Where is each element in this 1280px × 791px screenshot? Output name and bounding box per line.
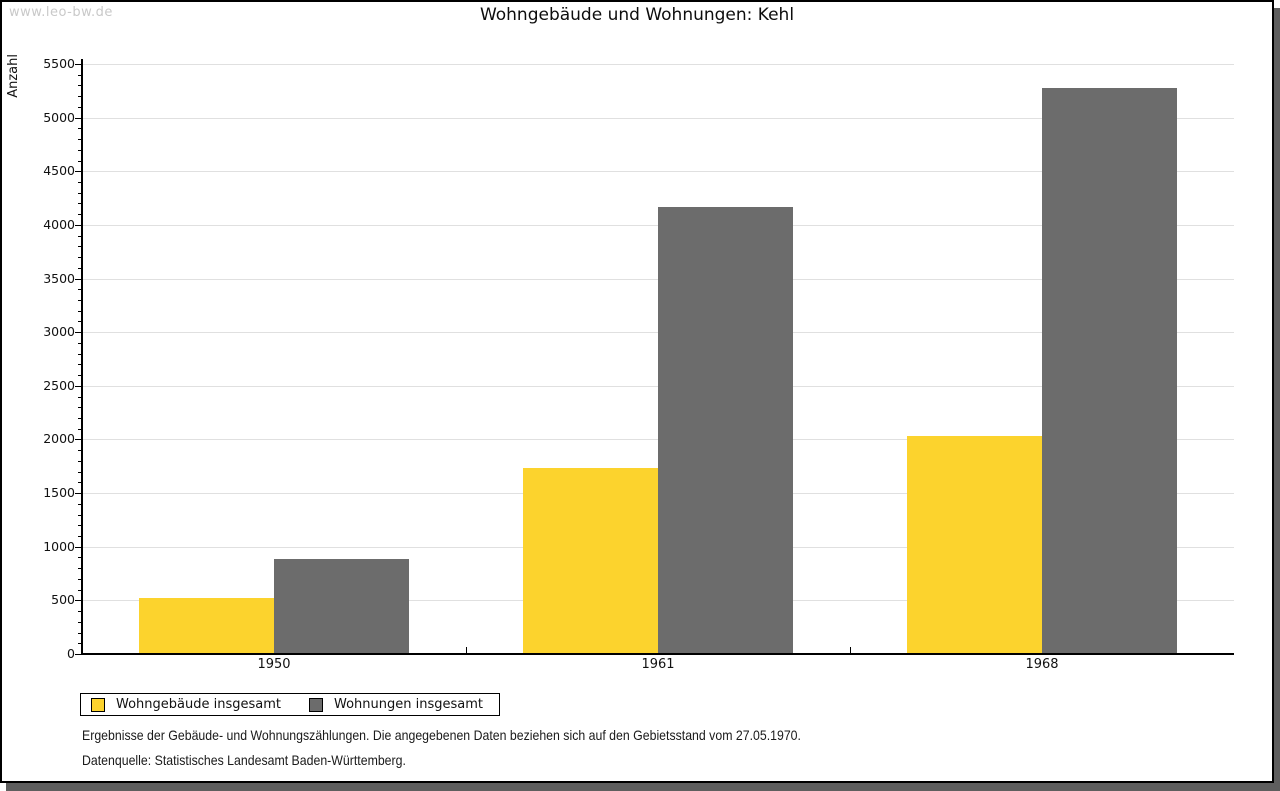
y-tick-label-1000: 1000	[43, 538, 75, 554]
y-minor-tick-5100	[78, 106, 82, 108]
legend-swatch-wohngebaeude	[91, 697, 105, 712]
gridline-4500	[82, 171, 1234, 173]
bar-wohnungen-insgesamt-1968	[1042, 87, 1177, 653]
y-tick-label-4000: 4000	[43, 216, 75, 232]
gridline-5500	[82, 64, 1234, 65]
y-minor-tick-4400	[78, 182, 82, 183]
y-minor-tick-5400	[78, 74, 82, 76]
y-minor-tick-3100	[78, 321, 82, 323]
y-minor-tick-2600	[78, 375, 82, 377]
y-major-tick-2500	[75, 385, 82, 387]
legend-label-wohnungen: Wohnungen insgesamt	[334, 697, 483, 712]
y-major-tick-1000	[75, 546, 82, 548]
y-minor-tick-600	[78, 589, 82, 591]
bar-wohnungen-insgesamt-1950	[274, 558, 409, 653]
y-minor-tick-900	[78, 557, 82, 559]
y-minor-tick-5300	[78, 85, 82, 87]
y-axis-line	[81, 59, 83, 655]
y-tick-label-3500: 3500	[43, 270, 75, 286]
y-major-tick-1500	[75, 493, 82, 495]
y-minor-tick-4200	[78, 203, 82, 205]
y-tick-label-5000: 5000	[43, 109, 75, 125]
y-minor-tick-3800	[78, 246, 82, 248]
y-minor-tick-1800	[78, 460, 82, 462]
y-minor-tick-1100	[78, 536, 82, 537]
y-tick-label-4500: 4500	[43, 163, 75, 179]
y-minor-tick-200	[78, 632, 82, 634]
y-minor-tick-1200	[78, 525, 82, 527]
y-tick-label-2500: 2500	[43, 377, 75, 393]
y-minor-tick-300	[78, 621, 82, 623]
x-axis-line	[81, 653, 1234, 655]
legend-item-wohnungen: Wohnungen insgesamt	[309, 697, 483, 712]
y-minor-tick-3900	[78, 235, 82, 237]
x-category-label-1950: 1950	[257, 657, 291, 672]
bar-wohngebaeude-insgesamt-1950	[139, 598, 274, 653]
y-minor-tick-2100	[78, 428, 82, 430]
chart-title: Wohngebäude und Wohnungen: Kehl	[479, 5, 795, 25]
y-minor-tick-800	[78, 568, 82, 570]
y-minor-tick-4300	[78, 192, 82, 194]
y-minor-tick-3600	[78, 267, 82, 269]
y-minor-tick-4700	[78, 149, 82, 151]
y-minor-tick-4800	[78, 139, 82, 141]
y-major-tick-2000	[75, 439, 82, 441]
x-divider-tick-2	[850, 647, 851, 653]
y-tick-label-3000: 3000	[43, 324, 75, 340]
y-minor-tick-4600	[78, 160, 82, 162]
y-major-tick-3000	[75, 332, 82, 334]
gridline-5000	[82, 117, 1234, 119]
y-minor-tick-700	[78, 578, 82, 580]
watermark: www.leo-bw.de	[9, 5, 113, 20]
x-divider-tick-1	[466, 647, 467, 653]
bar-wohngebaeude-insgesamt-1968	[907, 436, 1042, 653]
y-major-tick-5000	[75, 117, 82, 119]
y-minor-tick-4900	[78, 128, 82, 130]
y-minor-tick-3400	[78, 289, 82, 291]
x-category-label-1961: 1961	[641, 657, 675, 672]
footnote-datenquelle: Datenquelle: Statistisches Landesamt Bad…	[82, 752, 406, 768]
y-minor-tick-1400	[78, 503, 82, 505]
y-minor-tick-2400	[78, 396, 82, 398]
y-minor-tick-3200	[78, 310, 82, 312]
y-minor-tick-3700	[78, 257, 82, 259]
legend-swatch-wohnungen	[309, 697, 323, 712]
y-minor-tick-100	[78, 643, 82, 645]
legend-item-wohngebaeude: Wohngebäude insgesamt	[91, 697, 281, 712]
y-major-tick-5500	[75, 64, 82, 65]
y-tick-label-2000: 2000	[43, 431, 75, 447]
y-minor-tick-2900	[78, 342, 82, 344]
y-major-tick-500	[75, 600, 82, 602]
footnote-source-note: Ergebnisse der Gebäude- und Wohnungszähl…	[82, 727, 801, 743]
bar-wohngebaeude-insgesamt-1961	[523, 468, 658, 653]
y-minor-tick-3300	[78, 300, 82, 301]
y-minor-tick-1600	[78, 482, 82, 484]
y-tick-label-500: 500	[51, 592, 75, 608]
y-tick-label-0: 0	[67, 646, 75, 661]
y-minor-tick-2300	[78, 407, 82, 409]
y-minor-tick-400	[78, 611, 82, 613]
y-minor-tick-1900	[78, 450, 82, 452]
y-minor-tick-1300	[78, 514, 82, 516]
y-minor-tick-2200	[78, 418, 82, 419]
y-minor-tick-1700	[78, 471, 82, 473]
x-category-label-1968: 1968	[1025, 657, 1059, 672]
y-tick-label-1500: 1500	[43, 485, 75, 501]
y-major-tick-3500	[75, 278, 82, 280]
y-minor-tick-2800	[78, 353, 82, 355]
y-major-tick-4000	[75, 224, 82, 226]
y-minor-tick-4100	[78, 214, 82, 216]
plot-area: 0 500 1000 1500 2000 2500 3000 3500 4000 4500 5000…	[2, 2, 1272, 781]
y-major-tick-4500	[75, 171, 82, 173]
legend: Wohngebäude insgesamt Wohnungen insgesam…	[80, 693, 500, 716]
y-minor-tick-5200	[78, 96, 82, 98]
y-tick-label-5500: 5500	[43, 56, 75, 71]
legend-label-wohngebaeude: Wohngebäude insgesamt	[116, 697, 281, 712]
y-major-tick-0	[75, 654, 82, 655]
y-minor-tick-2700	[78, 364, 82, 366]
bar-wohnungen-insgesamt-1961	[658, 206, 793, 653]
